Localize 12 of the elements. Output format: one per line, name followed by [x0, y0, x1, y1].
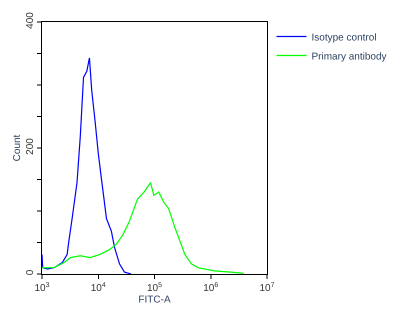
y-tick-label: 0 [25, 269, 36, 276]
legend-label: Isotype control [312, 32, 377, 44]
legend-label: Primary antibody [312, 51, 387, 62]
y-tick-label: 200 [25, 138, 36, 155]
y-axis-title: Count [12, 134, 23, 162]
x-tick-label: 10$^{5}$ [146, 282, 162, 294]
x-tick-label: 10$^{6}$ [203, 282, 218, 294]
x-tick-label: 10$^{3}$ [34, 282, 50, 294]
y-tick-label: 400 [25, 12, 36, 29]
x-axis-title: FITC-A [138, 294, 171, 306]
x-tick-label: 10$^{7}$ [259, 282, 275, 294]
x-tick-label: 10$^{4}$ [90, 282, 106, 294]
